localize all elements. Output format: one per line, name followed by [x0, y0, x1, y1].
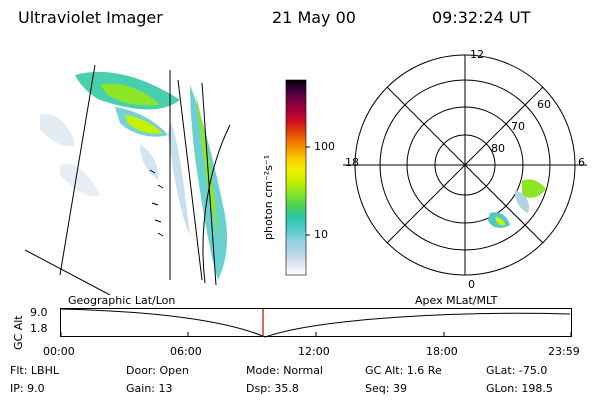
- time-label: 09:32:24 UT: [432, 8, 531, 27]
- x-tick-1800: 18:00: [426, 345, 458, 358]
- meridian-diag-2: [386, 86, 544, 244]
- lat-label-70: 70: [511, 120, 525, 133]
- graticule-lines: [24, 64, 231, 295]
- x-tick-0600: 06:00: [170, 345, 202, 358]
- instrument-title: Ultraviolet Imager: [18, 8, 163, 27]
- x-tick-0000: 00:00: [43, 345, 75, 358]
- geographic-image: [24, 64, 231, 295]
- polar-mlt-plot: [343, 54, 587, 276]
- altitude-curve: [60, 308, 571, 338]
- mlt-label-6: 6: [578, 156, 585, 169]
- mlt-label-12: 12: [470, 48, 484, 61]
- status-ip: IP: 9.0: [10, 382, 45, 395]
- altitude-plot: [60, 308, 572, 338]
- lat-label-60: 60: [537, 98, 551, 111]
- date-label: 21 May 00: [272, 8, 356, 27]
- y-tick-high: 9.0: [30, 306, 48, 319]
- x-tick-1200: 12:00: [298, 345, 330, 358]
- color-bar: [285, 79, 310, 276]
- status-flt: Flt: LBHL: [10, 364, 59, 377]
- status-gain: Gain: 13: [126, 382, 173, 395]
- gc-alt-axis-title: GC Alt: [12, 315, 25, 350]
- aurora-emission: [40, 71, 228, 280]
- lat-label-80: 80: [491, 142, 505, 155]
- mlt-label-18: 18: [345, 156, 359, 169]
- geographic-label: Geographic Lat/Lon: [68, 294, 176, 307]
- apex-label: Apex MLat/MLT: [415, 294, 498, 307]
- status-seq: Seq: 39: [365, 382, 407, 395]
- status-gc-alt: GC Alt: 1.6 Re: [365, 364, 442, 377]
- y-tick-low: 1.8: [30, 322, 48, 335]
- x-tick-2359: 23:59: [548, 345, 580, 358]
- status-dsp: Dsp: 35.8: [246, 382, 299, 395]
- colorbar-tick-low: 10: [314, 228, 328, 241]
- polar-emission: [488, 179, 546, 228]
- status-mode: Mode: Normal: [246, 364, 323, 377]
- status-glat: GLat: -75.0: [486, 364, 548, 377]
- status-glon: GLon: 198.5: [486, 382, 553, 395]
- mlt-label-0: 0: [468, 278, 475, 291]
- status-door: Door: Open: [126, 364, 189, 377]
- color-scale: [285, 79, 307, 276]
- colorbar-tick-high: 100: [314, 140, 335, 153]
- colorbar-units: photon cm⁻²s⁻¹: [262, 154, 275, 240]
